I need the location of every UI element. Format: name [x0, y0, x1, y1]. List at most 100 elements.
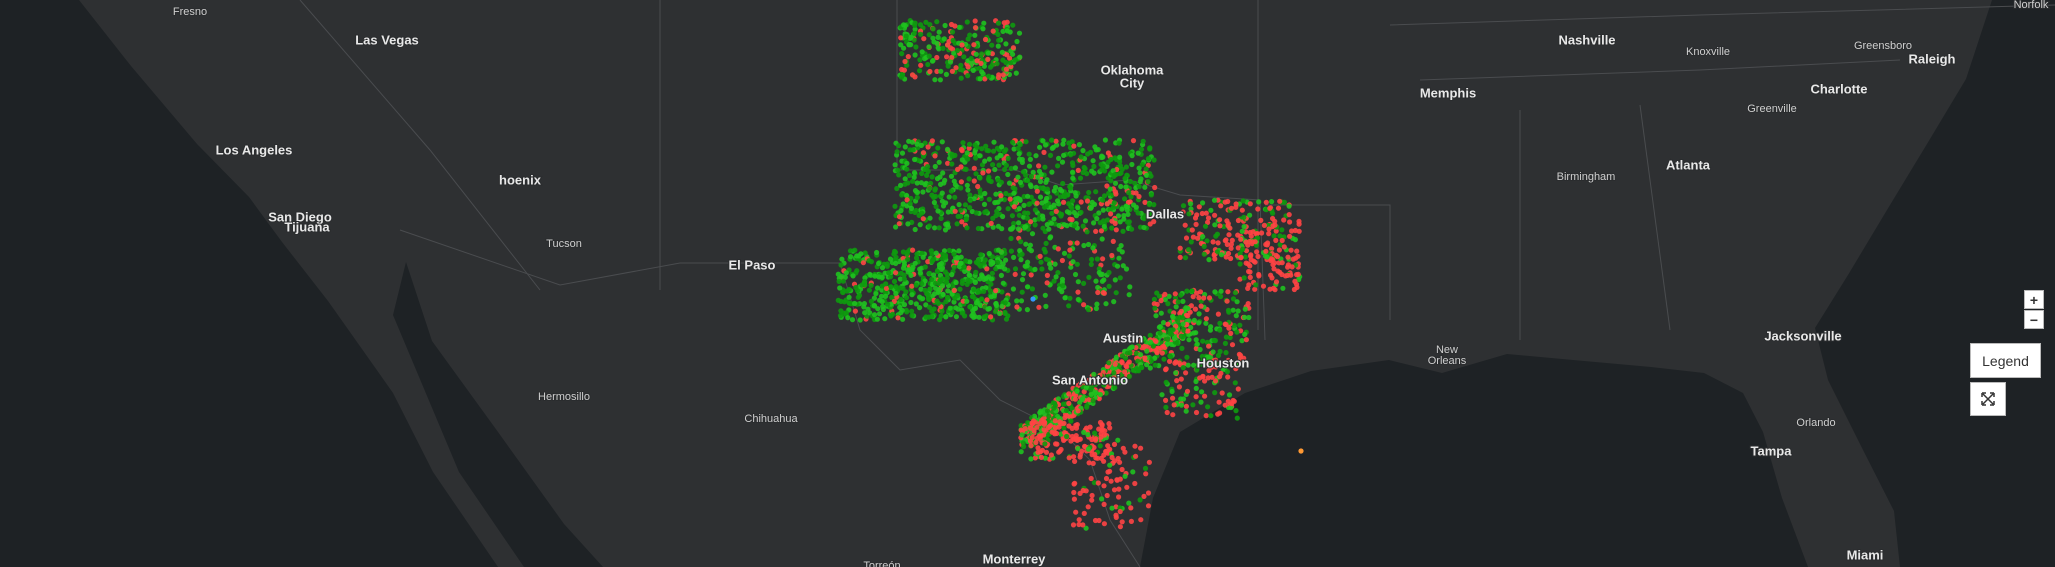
point: [1099, 236, 1105, 242]
point: [996, 37, 1002, 43]
point: [1137, 170, 1143, 176]
point: [1078, 209, 1084, 215]
point: [1022, 210, 1028, 216]
point: [1196, 320, 1202, 326]
point: [1042, 292, 1048, 298]
point: [836, 278, 842, 284]
point: [913, 301, 919, 307]
point: [1036, 304, 1042, 310]
point: [911, 30, 917, 36]
zoom-in-button[interactable]: +: [2024, 290, 2044, 309]
point: [922, 287, 928, 293]
legend-button[interactable]: Legend: [1970, 343, 2041, 378]
point: [901, 67, 908, 73]
point: [1226, 325, 1232, 331]
point: [846, 300, 852, 306]
point: [1145, 490, 1152, 496]
point: [1234, 299, 1240, 305]
point: [1121, 377, 1127, 383]
point: [989, 62, 996, 68]
point: [1200, 338, 1206, 344]
point: [1226, 232, 1232, 238]
point: [1018, 298, 1025, 304]
point: [1021, 444, 1027, 450]
point: [1198, 361, 1204, 367]
point: [1119, 519, 1125, 525]
point: [1017, 54, 1023, 60]
point: [838, 308, 844, 314]
point: [1190, 294, 1196, 300]
point: [1147, 146, 1153, 152]
point: [972, 32, 978, 38]
point: [940, 45, 946, 52]
point: [1055, 246, 1061, 252]
point: [982, 76, 988, 82]
point: [866, 287, 873, 293]
point: [1054, 430, 1060, 437]
point: [1101, 224, 1107, 230]
point: [1177, 314, 1183, 320]
point: [1034, 424, 1040, 430]
point: [1010, 185, 1016, 191]
point: [1102, 137, 1108, 143]
point: [1038, 454, 1044, 460]
point: [891, 278, 898, 285]
point: [990, 224, 996, 230]
point: [1183, 408, 1189, 414]
point: [1116, 486, 1122, 492]
point: [975, 183, 981, 190]
point: [1185, 328, 1191, 334]
point: [1114, 263, 1121, 269]
point: [847, 248, 854, 254]
point: [1233, 204, 1239, 210]
point: [967, 197, 973, 203]
point: [898, 42, 904, 48]
point: [1052, 261, 1058, 267]
point: [1075, 296, 1081, 303]
point: [1098, 161, 1104, 168]
point: [1285, 254, 1291, 260]
point: [1275, 268, 1281, 274]
point: [908, 272, 914, 278]
point: [979, 146, 985, 152]
point: [1279, 227, 1285, 233]
point: [1197, 346, 1203, 353]
point: [994, 208, 1000, 214]
point: [1066, 455, 1072, 461]
point: [966, 176, 972, 182]
point: [1228, 205, 1235, 211]
point: [1154, 350, 1160, 356]
point: [896, 214, 903, 220]
point: [999, 303, 1005, 309]
point: [898, 208, 904, 214]
point: [913, 207, 919, 214]
point: [983, 143, 989, 149]
point: [989, 51, 996, 57]
point: [1225, 250, 1232, 257]
point: [843, 270, 849, 276]
point: [1185, 362, 1191, 368]
point: [1010, 45, 1017, 51]
point: [1104, 163, 1110, 169]
point: [905, 221, 911, 227]
point: [1268, 272, 1274, 278]
point: [1022, 263, 1028, 269]
point: [1214, 231, 1220, 237]
point: [947, 59, 954, 65]
point: [1246, 314, 1252, 321]
point: [1055, 198, 1061, 204]
point: [901, 22, 907, 28]
point: [908, 205, 915, 211]
point: [1117, 508, 1123, 515]
point: [953, 305, 959, 311]
point: [930, 35, 936, 41]
zoom-out-button[interactable]: −: [2024, 310, 2044, 329]
point: [1218, 288, 1224, 294]
point: [988, 276, 995, 282]
point: [979, 51, 985, 57]
point: [976, 262, 983, 268]
point: [1110, 238, 1116, 244]
fullscreen-button[interactable]: [1970, 382, 2006, 416]
point: [1139, 336, 1145, 343]
